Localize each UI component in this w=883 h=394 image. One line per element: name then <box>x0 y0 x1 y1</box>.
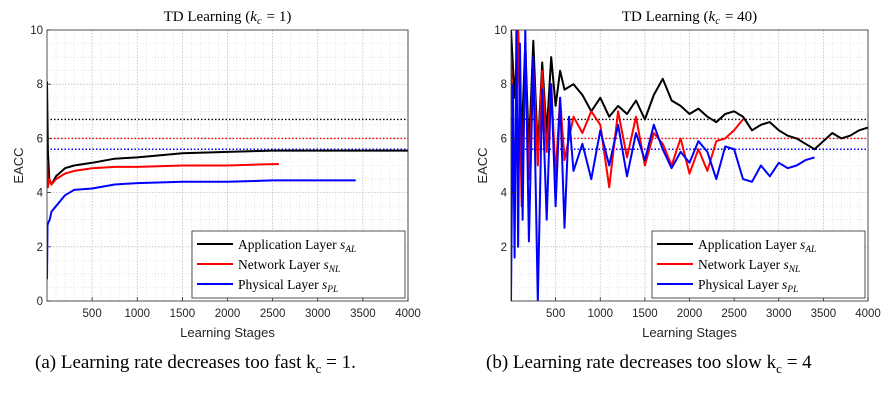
chart2-xtick-label: 3500 <box>811 308 837 320</box>
chart2-ytick-label: 8 <box>501 79 507 91</box>
chart1-xtick-label: 4000 <box>395 308 421 320</box>
chart2-title: TD Learning (kc = 40) <box>622 9 757 27</box>
chart2-title-part-0: TD Learning ( <box>622 9 709 25</box>
caption-a-tail: = 1. <box>321 352 356 373</box>
chart2-legend-label-0-sub-2: AL <box>804 245 816 255</box>
chart1-title-part-0: TD Learning ( <box>164 9 251 25</box>
chart2-legend-label-1-sub-2: NL <box>788 265 801 275</box>
chart1-title: TD Learning (kc = 1) <box>164 9 292 27</box>
caption-a-sub: c <box>315 360 322 376</box>
chart2-xtick-label: 3000 <box>766 308 792 320</box>
chart2-series-line-2 <box>511 30 815 301</box>
chart2-legend-label-2-var-1: s <box>782 277 787 292</box>
chart1-xtick-label: 2000 <box>215 308 241 320</box>
chart1-ylabel: EACC <box>11 147 26 183</box>
chart1-legend-label-2-var-1: s <box>322 277 327 292</box>
chart2-title-part-4: = 40) <box>721 9 757 25</box>
chart1-ytick-label: 0 <box>37 296 43 308</box>
chart1-xlabel: Learning Stages <box>180 325 275 340</box>
chart2-xtick-label: 2000 <box>677 308 703 320</box>
chart2-xlabel: Learning Stages <box>642 325 737 340</box>
chart2-ytick-label: 10 <box>494 25 507 37</box>
chart2-legend-label-0-var-1: s <box>800 237 805 252</box>
chart2-xtick-label: 1000 <box>587 308 613 320</box>
chart1-legend-label-1-part-0: Network Layer <box>238 257 323 272</box>
caption-b-text: (b) Learning rate decreases too slow k <box>486 352 777 373</box>
chart2-xtick-label: 500 <box>546 308 565 320</box>
chart1-legend-label-2-part-0: Physical Layer <box>238 277 322 292</box>
chart1-legend-label-0: Application Layer sAL <box>238 237 357 255</box>
chart1-legend-label-1-sub-2: NL <box>328 265 341 275</box>
chart1-title-part-4: = 1) <box>263 9 291 25</box>
chart2-legend-label-1: Network Layer sNL <box>698 257 801 275</box>
chart2-xtick-label: 1500 <box>632 308 658 320</box>
chart1-title-var-1: k <box>250 9 257 25</box>
caption-b-tail: = 4 <box>781 352 812 373</box>
chart1-legend-label-0-var-1: s <box>340 237 345 252</box>
chart1-series-line-2 <box>47 179 356 280</box>
chart1-ytick-label: 6 <box>37 133 43 145</box>
chart1-xtick-label: 1500 <box>170 308 196 320</box>
chart1-ytick-label: 4 <box>37 188 44 200</box>
chart1-group: 500 1000 1500 2000 2500 3000 3500 4000 0 2 4 6 8 10 Le… <box>11 9 421 340</box>
chart1-ytick-label: 2 <box>37 242 43 254</box>
chart2-ytick-label: 4 <box>501 188 508 200</box>
chart1-ytick-label: 8 <box>37 79 43 91</box>
chart1-legend-label-2: Physical Layer sPL <box>238 277 339 295</box>
chart1-legend-label-0-part-0: Application Layer <box>238 237 340 252</box>
chart2-ytick-label: 2 <box>501 242 507 254</box>
chart2-legend-label-0-part-0: Application Layer <box>698 237 800 252</box>
chart2-legend-label-0: Application Layer sAL <box>698 237 817 255</box>
chart2-legend-label-0-reset-3 <box>816 237 817 252</box>
figure-canvas: 500 1000 1500 2000 2500 3000 3500 40000246810Le… <box>11 9 881 340</box>
chart2-legend-label-2: Physical Layer sPL <box>698 277 799 295</box>
chart2-legend-label-1-var-1: s <box>783 257 788 272</box>
chart1-legend-label-2-reset-3 <box>338 277 339 292</box>
chart2-legend-label-1-part-0: Network Layer <box>698 257 783 272</box>
chart1-legend-label-2-sub-2: PL <box>326 285 338 295</box>
chart1-title-sub-2: c <box>257 16 262 27</box>
chart2-legend-label-2-reset-3 <box>798 277 799 292</box>
chart2-legend-label-1-reset-3 <box>800 257 801 272</box>
chart2-title-sub-2: c <box>715 16 720 27</box>
chart1-xtick-label: 500 <box>83 308 102 320</box>
chart2-ylabel: EACC <box>475 147 490 183</box>
caption-a: (a) Learning rate decreases too fast kc … <box>35 352 356 377</box>
chart1-xtick-label: 3000 <box>305 308 331 320</box>
caption-a-text: (a) Learning rate decreases too fast k <box>35 352 316 373</box>
chart1-legend-label-0-sub-2: AL <box>344 245 356 255</box>
chart1-legend-label-1: Network Layer sNL <box>238 257 341 275</box>
chart2-legend-label-2-sub-2: PL <box>786 285 798 295</box>
chart1-xtick-label: 2500 <box>260 308 286 320</box>
chart2-legend-label-2-part-0: Physical Layer <box>698 277 782 292</box>
chart2-group: 500 1000 1500 2000 2500 3000 3500 4000 2 4 6 8 10 Lea… <box>475 9 881 340</box>
chart2-xtick-label: 4000 <box>855 308 881 320</box>
caption-b-sub: c <box>776 360 782 376</box>
chart1-legend-label-1-var-1: s <box>323 257 328 272</box>
chart1-series-line-1 <box>47 160 279 189</box>
chart1-legend-label-1-reset-3 <box>340 257 341 272</box>
chart2-ytick-label: 6 <box>501 133 507 145</box>
chart2-series-line-0 <box>511 30 868 153</box>
chart2-title-var-1: k <box>709 9 716 25</box>
chart2-xtick-label: 2500 <box>721 308 747 320</box>
chart1-ytick-label: 10 <box>30 25 43 37</box>
chart2-series-group <box>511 30 868 301</box>
chart1-legend-label-0-reset-3 <box>356 237 357 252</box>
chart1-xtick-label: 1000 <box>124 308 150 320</box>
chart1-series-group <box>47 81 408 280</box>
caption-b: (b) Learning rate decreases too slow kc … <box>486 352 812 377</box>
chart1-xtick-label: 3500 <box>350 308 376 320</box>
